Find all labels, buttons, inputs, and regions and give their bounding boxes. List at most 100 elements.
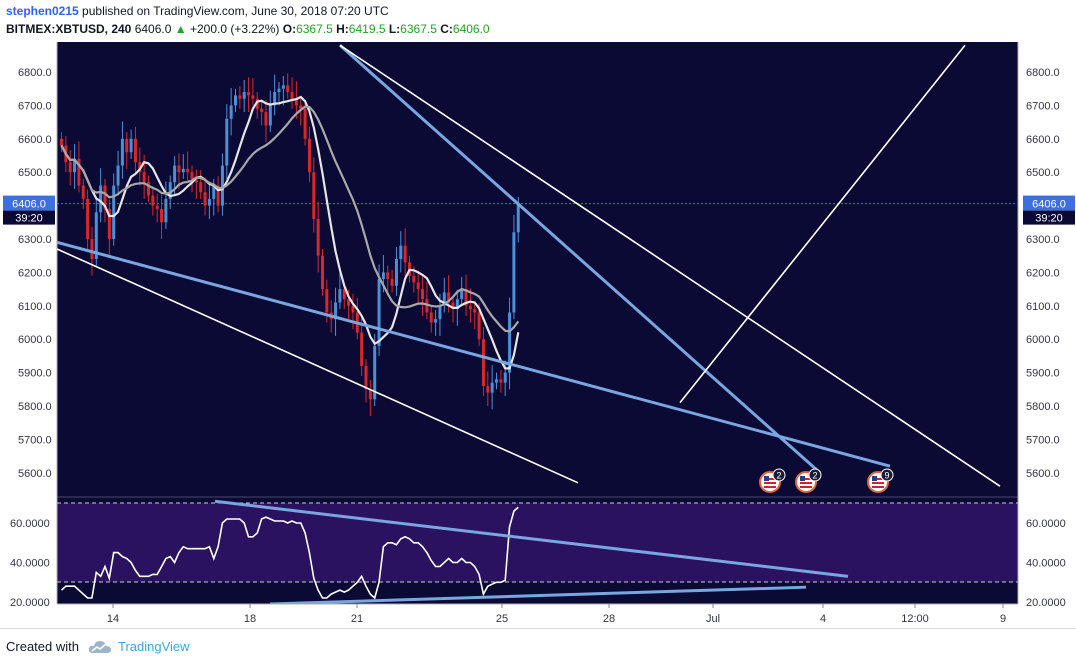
candle-down [316, 218, 320, 256]
tradingview-cloud-icon[interactable] [88, 639, 112, 655]
rsi-resistance-trendline[interactable] [214, 499, 849, 578]
price-tick-right: 6600.0 [1026, 134, 1060, 146]
candle-down [347, 299, 351, 306]
flag-stripe [872, 478, 884, 480]
candle-down [425, 299, 429, 313]
last-price: 6406.0 [134, 22, 172, 36]
price-tick-left: 5800.0 [18, 401, 52, 413]
candle-down [90, 239, 94, 260]
candle-up [442, 292, 446, 306]
candle-down [499, 379, 503, 383]
chart-header: stephen0215 published on TradingView.com… [0, 0, 1076, 42]
candle-up [334, 302, 338, 320]
candle-up [164, 198, 168, 223]
candle-up [338, 289, 342, 303]
channel-lower-white[interactable] [57, 248, 579, 484]
ma-fast-line [60, 95, 520, 370]
candle-up [373, 345, 377, 400]
tradingview-link[interactable]: TradingView [118, 639, 190, 654]
rsi-band [57, 503, 1018, 582]
candle-up [173, 165, 177, 183]
candle-up [394, 259, 398, 286]
price-tick-right: 5700.0 [1026, 434, 1060, 446]
candle-down [190, 172, 194, 179]
candle-down [294, 98, 298, 106]
price-tick-right: 6500.0 [1026, 167, 1060, 179]
price-chart[interactable]: 2 2 9 6800.0 6800.0 6700.0 6700.0 6600.0 6600.0… [0, 42, 1076, 628]
candle-down [142, 172, 146, 183]
candle-up [94, 212, 98, 260]
flag-stripe [764, 486, 776, 488]
candle-up [242, 92, 246, 99]
candle-up [399, 245, 403, 260]
candle-down [403, 245, 407, 263]
time-tick-label: Jul [706, 613, 720, 625]
flag-canton [800, 476, 805, 481]
candle-down [303, 108, 307, 139]
candle-up [120, 138, 124, 166]
rsi-tick-right: 40.0000 [1026, 558, 1066, 570]
badge-count: 2 [812, 471, 817, 481]
candle-down [481, 339, 485, 386]
time-axis[interactable] [0, 604, 1076, 628]
candle-down [321, 255, 324, 290]
main-pane-background [57, 42, 1018, 497]
candle-down [429, 312, 433, 323]
candle-down [325, 289, 329, 313]
event-badge[interactable]: 9 [867, 468, 894, 493]
channel-upper-white[interactable] [339, 44, 1001, 487]
candle-down [290, 92, 294, 99]
flag-stripe [872, 482, 884, 484]
candle-down [103, 185, 107, 209]
candle-down [412, 275, 416, 283]
close-value: 6406.0 [452, 22, 490, 36]
event-badge[interactable]: 2 [795, 468, 822, 493]
price-tick-left: 6000.0 [18, 334, 52, 346]
rsi-tick-right: 60.0000 [1026, 518, 1066, 530]
event-badge[interactable]: 2 [759, 468, 786, 493]
resistance-trendline-blue[interactable] [339, 44, 821, 474]
price-tick-right: 6300.0 [1026, 234, 1060, 246]
candle-up [181, 168, 185, 173]
price-tick-left: 6800.0 [18, 67, 52, 79]
flag-stripe [872, 486, 884, 488]
badge-count-bubble [808, 468, 822, 482]
breakout-line-white[interactable] [679, 44, 966, 404]
candle-up [377, 279, 381, 346]
price-tick-left: 6200.0 [18, 267, 52, 279]
countdown-tag-right [1023, 210, 1075, 225]
badge-count: 9 [884, 471, 889, 481]
candle-up [381, 272, 385, 280]
candle-down [486, 385, 490, 393]
candle-down [203, 192, 207, 206]
candle-up [212, 185, 216, 199]
price-tick-left: 6500.0 [18, 167, 52, 179]
flag-canton [764, 476, 769, 481]
high-label: H: [336, 22, 349, 36]
current-price-label-right: 6406.0 [1032, 199, 1066, 211]
left-scale[interactable] [0, 42, 57, 604]
rsi-tick-left: 40.0000 [10, 558, 50, 570]
candle-down [451, 302, 455, 310]
right-scale[interactable] [1018, 42, 1076, 604]
candle-up [490, 382, 494, 393]
support-trendline-blue[interactable] [57, 240, 891, 468]
rsi-support-trendline[interactable] [269, 585, 807, 604]
high-value: 6419.5 [348, 22, 386, 36]
author-link[interactable]: stephen0215 [6, 4, 79, 18]
candle-down [390, 279, 394, 286]
candle-down [286, 85, 290, 93]
flag-stripe [800, 478, 812, 480]
time-tick-label: 14 [107, 613, 119, 625]
candle-down [216, 185, 220, 206]
price-tick-right: 6000.0 [1026, 334, 1060, 346]
candle-down [77, 158, 81, 186]
candle-down [151, 195, 155, 206]
time-tick-label: 25 [496, 613, 508, 625]
time-tick-label: 12:00 [901, 613, 929, 625]
candle-down [447, 292, 451, 303]
candle-down [312, 172, 316, 219]
candle-up [116, 165, 120, 186]
candle-up [277, 88, 281, 93]
candle-down [251, 95, 255, 99]
